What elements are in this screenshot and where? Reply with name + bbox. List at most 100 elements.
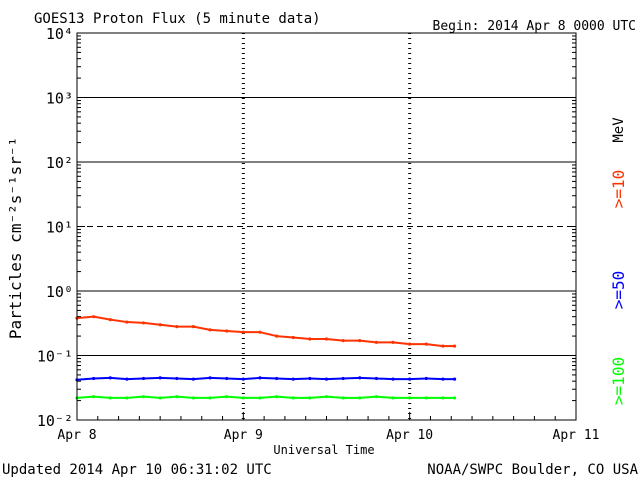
series-0-segment-8 <box>209 328 227 332</box>
series-1 <box>75 376 457 382</box>
series-0-segment-5 <box>160 323 177 328</box>
series-0-point-4 <box>141 321 146 325</box>
y-tick-label-4: 10² <box>46 154 73 172</box>
series-2-point-20 <box>408 396 412 400</box>
series-1-segment-11 <box>259 376 277 380</box>
series-1-point-3 <box>125 377 129 381</box>
series-1-point-20 <box>408 377 412 381</box>
series-0-point-13 <box>291 335 295 340</box>
series-1-segment-17 <box>359 376 377 380</box>
series-0-segment-0 <box>76 315 94 320</box>
x-tick-label-1: Apr 9 <box>224 428 263 443</box>
series-1-segment-1 <box>93 376 111 380</box>
series-2-segment-14 <box>309 395 327 399</box>
series-0-point-12 <box>275 334 279 338</box>
y-tick-label-2: 10⁰ <box>46 283 73 301</box>
y-tick-label-5: 10³ <box>46 90 73 108</box>
series-2-point-15 <box>324 395 329 399</box>
x-tick-label-0: Apr 8 <box>57 428 96 443</box>
y-tick-label-0: 10⁻² <box>37 412 73 430</box>
series-2-point-1 <box>92 395 96 399</box>
series-2-point-12 <box>275 395 279 399</box>
series-2-point-10 <box>241 396 245 400</box>
series-2-segment-18 <box>376 395 394 399</box>
y-tick-label-1: 10⁻¹ <box>37 348 73 366</box>
series-1-segment-13 <box>293 377 310 381</box>
series-0-point-10 <box>241 330 245 334</box>
x-tick-label-2: Apr 10 <box>386 428 433 443</box>
series-1-point-11 <box>258 376 262 380</box>
y-axis-label: Particles cm⁻²s⁻¹sr⁻¹ <box>6 137 25 339</box>
series-0-point-14 <box>308 337 312 341</box>
series-0-point-7 <box>191 325 196 329</box>
series-2 <box>75 395 457 400</box>
series-1-segment-2 <box>110 376 127 381</box>
series-2-segment-9 <box>226 395 244 399</box>
series-2-segment-4 <box>143 395 161 399</box>
series-2-point-16 <box>341 396 345 400</box>
series-2-segment-15 <box>326 395 344 399</box>
series-2-segment-11 <box>259 395 277 399</box>
series-1-segment-3 <box>126 377 144 381</box>
series-2-point-17 <box>358 396 362 400</box>
series-1-point-4 <box>141 376 146 381</box>
series-0-point-9 <box>225 329 229 333</box>
series-0-segment-21 <box>426 343 444 348</box>
series-2-segment-3 <box>126 395 144 399</box>
series-0-point-23 <box>452 344 457 348</box>
series-1-segment-8 <box>210 376 227 380</box>
series-1-segment-4 <box>143 376 161 380</box>
chart-title: GOES13 Proton Flux (5 minute data) <box>34 11 321 27</box>
legend-entry-2: >=100 <box>609 357 628 405</box>
series-0-point-15 <box>324 337 329 341</box>
series-1-segment-14 <box>309 377 327 381</box>
series-0-point-17 <box>358 339 362 343</box>
series-1-segment-12 <box>276 377 294 381</box>
series-2-point-3 <box>125 396 129 400</box>
series-0-point-22 <box>441 344 445 348</box>
series-2-point-21 <box>424 396 428 400</box>
series-1-point-10 <box>241 377 245 381</box>
series-1-segment-18 <box>376 377 394 381</box>
series-0-segment-1 <box>93 315 111 321</box>
series-2-segment-12 <box>276 395 294 399</box>
legend: MeV >=10 >=50 >=100 <box>609 117 628 405</box>
series-1-point-22 <box>441 377 445 381</box>
series-0-segment-13 <box>293 336 310 341</box>
credit: NOAA/SWPC Boulder, CO USA <box>427 462 638 478</box>
updated-timestamp: Updated 2014 Apr 10 06:31:02 UTC <box>2 462 272 478</box>
series-1-point-15 <box>324 377 329 381</box>
x-tick-label-3: Apr 11 <box>553 428 600 443</box>
series-0 <box>75 315 457 348</box>
series-2-point-7 <box>191 396 196 400</box>
series-0-point-1 <box>92 315 96 319</box>
y-tick-label-3: 10¹ <box>46 219 73 237</box>
series-2-point-22 <box>441 396 445 400</box>
series-0-segment-9 <box>226 329 244 334</box>
series-1-point-6 <box>175 376 179 381</box>
series-2-point-4 <box>141 395 146 399</box>
series-1-segment-20 <box>409 377 427 381</box>
series-1-point-9 <box>225 376 229 381</box>
series-0-segment-2 <box>110 318 128 324</box>
legend-entry-0: >=10 <box>609 170 628 209</box>
series-1-point-21 <box>424 376 428 381</box>
series-0-segment-3 <box>126 321 144 324</box>
series-1-segment-16 <box>343 376 360 380</box>
series-2-point-23 <box>452 396 457 400</box>
series-1-segment-10 <box>243 376 261 381</box>
series-2-segment-6 <box>176 395 194 399</box>
series-2-point-8 <box>208 396 212 400</box>
series-2-segment-0 <box>76 395 94 399</box>
series-0-point-3 <box>125 320 129 324</box>
series-1-segment-0 <box>76 377 94 381</box>
series-1-point-16 <box>341 376 345 381</box>
series-2-point-5 <box>158 396 162 400</box>
series-2-point-13 <box>291 396 295 400</box>
series-0-point-16 <box>341 339 345 343</box>
series-2-segment-1 <box>93 395 111 399</box>
series-0-segment-11 <box>259 331 277 338</box>
x-axis-label: Universal Time <box>273 443 374 457</box>
series-2-segment-8 <box>209 395 227 399</box>
